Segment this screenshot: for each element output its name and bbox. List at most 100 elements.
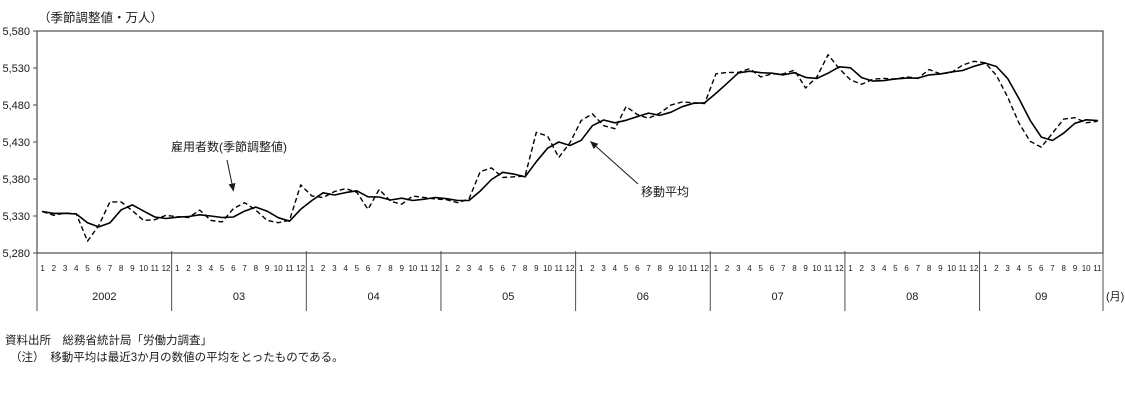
- month-label: 12: [162, 264, 171, 273]
- month-label: 12: [296, 264, 305, 273]
- month-label: 5: [85, 264, 90, 273]
- method-note: （注） 移動平均は最近3か月の数値の平均をとったものである。: [10, 350, 344, 364]
- month-label: 7: [781, 264, 786, 273]
- month-label: 4: [209, 264, 214, 273]
- month-label: 11: [689, 264, 698, 273]
- month-label: 3: [332, 264, 337, 273]
- month-label: 3: [736, 264, 741, 273]
- month-label: 11: [959, 264, 968, 273]
- month-label: 4: [478, 264, 483, 273]
- month-label: 12: [431, 264, 440, 273]
- month-label: 9: [130, 264, 135, 273]
- month-label: 2: [725, 264, 730, 273]
- month-label: 1: [40, 264, 45, 273]
- year-label: 06: [637, 291, 649, 303]
- month-label: 5: [624, 264, 629, 273]
- month-label: 7: [242, 264, 247, 273]
- month-label: 11: [420, 264, 429, 273]
- month-label: 2: [321, 264, 326, 273]
- month-label: 5: [489, 264, 494, 273]
- month-label: 9: [938, 264, 943, 273]
- month-label: 9: [669, 264, 674, 273]
- month-label: 10: [678, 264, 687, 273]
- y-tick-label: 5,430: [2, 137, 30, 149]
- month-label: 6: [635, 264, 640, 273]
- month-label: 6: [96, 264, 101, 273]
- month-label: 10: [274, 264, 283, 273]
- month-label: 8: [254, 264, 259, 273]
- y-tick-label: 5,480: [2, 100, 30, 112]
- month-label: 12: [700, 264, 709, 273]
- month-label: 8: [792, 264, 797, 273]
- y-axis: 5,280 5,330 5,380 5,430 5,480 5,530 5,580: [2, 26, 37, 260]
- month-label: 3: [871, 264, 876, 273]
- employees-series-line: [42, 54, 1098, 242]
- month-label: 12: [566, 264, 575, 273]
- month-label: 8: [927, 264, 932, 273]
- month-label: 11: [555, 264, 564, 273]
- month-label: 4: [613, 264, 618, 273]
- month-label: 12: [970, 264, 979, 273]
- month-label: 2: [590, 264, 595, 273]
- month-label: 10: [543, 264, 552, 273]
- month-label: 3: [467, 264, 472, 273]
- month-label: 6: [500, 264, 505, 273]
- month-label: 11: [285, 264, 294, 273]
- month-label: 4: [747, 264, 752, 273]
- month-label: 4: [1017, 264, 1022, 273]
- month-label: 5: [355, 264, 360, 273]
- year-label: 2002: [92, 291, 116, 303]
- month-label: 8: [658, 264, 663, 273]
- month-label: 5: [893, 264, 898, 273]
- month-label: 3: [1005, 264, 1010, 273]
- month-label: 7: [108, 264, 113, 273]
- month-label: 1: [579, 264, 584, 273]
- year-label: 07: [771, 291, 783, 303]
- series-lines: [41, 54, 1099, 242]
- month-label: 1: [848, 264, 853, 273]
- year-label: 04: [368, 291, 380, 303]
- month-label: 4: [343, 264, 348, 273]
- month-label: 3: [197, 264, 202, 273]
- month-label: 7: [1050, 264, 1055, 273]
- month-label: 10: [1082, 264, 1091, 273]
- month-label: 7: [916, 264, 921, 273]
- month-label: 9: [803, 264, 808, 273]
- month-label: 6: [1039, 264, 1044, 273]
- year-label: 08: [906, 291, 918, 303]
- month-label: 10: [947, 264, 956, 273]
- month-label: 2: [52, 264, 57, 273]
- month-label: 4: [882, 264, 887, 273]
- month-label: 11: [151, 264, 160, 273]
- month-label: 1: [714, 264, 719, 273]
- year-label: 03: [233, 291, 245, 303]
- month-label: 9: [265, 264, 270, 273]
- month-label: 2: [186, 264, 191, 273]
- month-label: 8: [388, 264, 393, 273]
- month-label: 2: [860, 264, 865, 273]
- month-label: 1: [444, 264, 449, 273]
- y-tick-label: 5,580: [2, 26, 30, 38]
- month-label: 8: [119, 264, 124, 273]
- month-label: 2: [456, 264, 461, 273]
- moving-average-series-line: [41, 62, 1099, 228]
- month-label: 3: [63, 264, 68, 273]
- month-label: 6: [366, 264, 371, 273]
- month-label: 10: [408, 264, 417, 273]
- moving-average-annotation-arrow: [590, 141, 639, 185]
- month-label: 8: [523, 264, 528, 273]
- month-label: 5: [220, 264, 225, 273]
- month-label: 4: [74, 264, 79, 273]
- month-label: 7: [646, 264, 651, 273]
- month-label: 9: [399, 264, 404, 273]
- month-label: 3: [601, 264, 606, 273]
- month-label: 2: [994, 264, 999, 273]
- month-label: 6: [770, 264, 775, 273]
- year-label: 05: [502, 291, 514, 303]
- month-unit-label: (月): [1106, 291, 1124, 303]
- employees-annotation-arrow: [226, 159, 236, 192]
- month-label: 1: [310, 264, 315, 273]
- month-label: 5: [1028, 264, 1033, 273]
